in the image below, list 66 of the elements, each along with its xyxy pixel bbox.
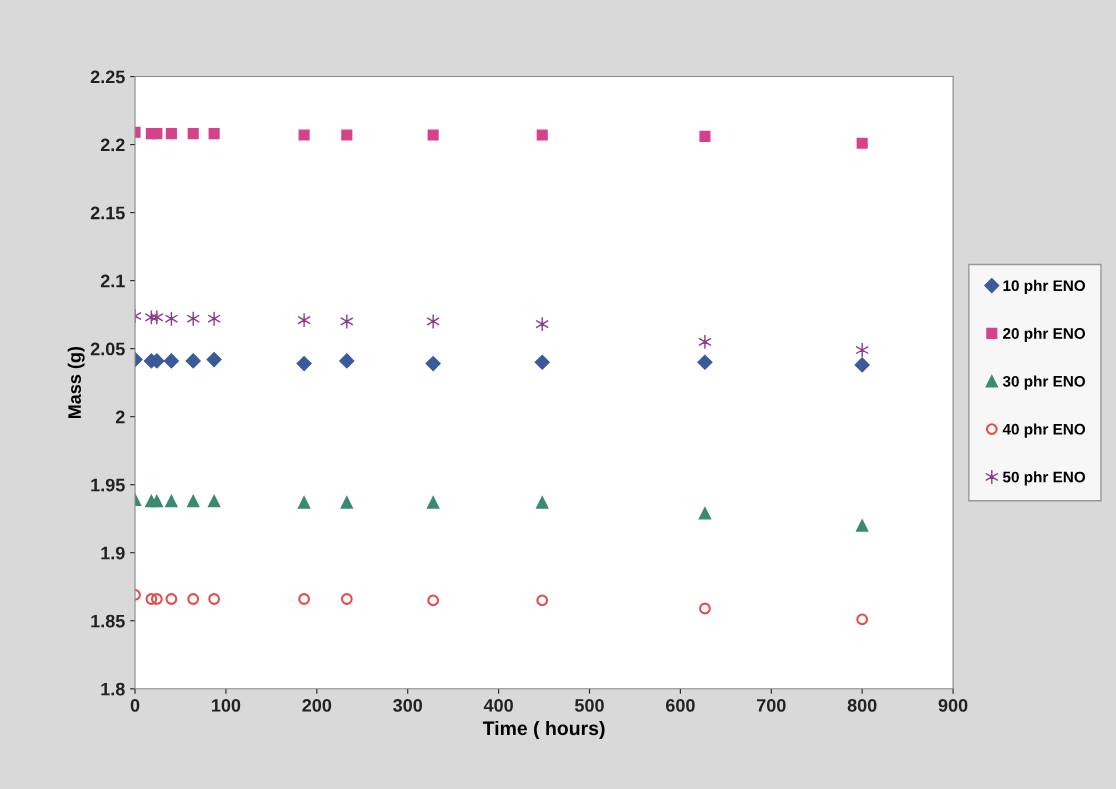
point [151,128,163,140]
point [150,593,163,605]
point [186,494,200,508]
y-axis-title: Mass (g) [67,346,85,419]
point [206,351,222,368]
y-tick-label: 1.85 [91,614,125,628]
point [185,353,201,369]
y-tick-label: 2.25 [90,70,125,84]
x-tick-label: 500 [574,699,604,712]
point [340,593,353,605]
point [150,494,164,508]
point [427,129,439,141]
point [536,129,548,141]
x-tick-label: 300 [393,699,423,712]
point [187,128,199,140]
y-tick-label: 2.15 [90,206,125,220]
point [856,137,868,149]
point [163,353,179,369]
point [296,356,312,372]
y-tick-label: 2.1 [100,274,125,288]
point [535,496,549,509]
legend-label: 30 phr ENO [1002,375,1086,390]
point [697,354,713,370]
point [297,496,311,509]
x-axis-title: Time ( hours) [482,720,605,740]
point [427,594,440,607]
point [698,507,712,520]
x-tick-label: 600 [665,699,695,712]
point [426,496,440,509]
point [298,593,310,605]
x-tick-label: 800 [847,699,877,712]
point [699,602,711,615]
point [145,593,158,605]
point [208,128,220,140]
x-tick-label: 0 [130,699,140,712]
y-tick-label: 2.05 [90,342,125,356]
y-tick-label: 2 [115,410,125,424]
point [187,593,200,605]
y-tick-label: 1.8 [101,682,125,696]
point [165,593,178,605]
point [699,130,711,142]
point [536,594,549,607]
x-tick-label: 100 [212,699,241,712]
point [207,494,221,508]
x-tick-label: 400 [483,699,513,712]
point [854,357,870,373]
legend-label: 10 phr ENO [1003,279,1086,295]
y-tick-label: 1.95 [91,478,125,492]
point [165,128,177,140]
x-tick-label: 900 [938,699,968,712]
x-tick-label: 700 [756,699,786,712]
point [425,356,441,372]
legend-label: 20 phr ENO [1003,327,1086,342]
point [534,354,550,370]
point [339,353,355,369]
point [165,494,178,508]
y-tick-label: 2.2 [100,138,125,152]
point [208,593,221,605]
legend-label: 40 phr ENO [1002,423,1086,438]
point [341,129,353,141]
point [855,519,869,532]
x-tick-label: 200 [302,699,332,712]
y-tick-label: 1.9 [101,546,125,560]
point [340,496,354,509]
point [298,129,310,141]
point [856,613,869,626]
